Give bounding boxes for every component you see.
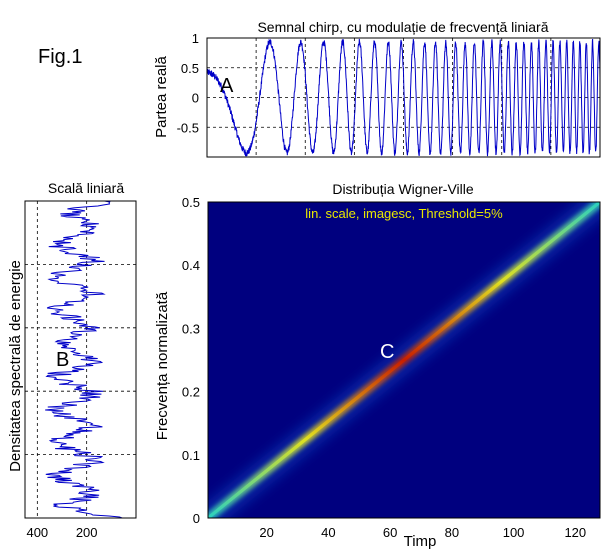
wigner-xticks: 20 40 60 80 100 120 — [259, 525, 586, 540]
signal-ytick-3: -0.5 — [177, 120, 199, 135]
spectrum-xtick-0: 400 — [26, 525, 48, 540]
wigner-xtick-5: 120 — [564, 525, 586, 540]
wigner-xlabel: Timp — [404, 533, 437, 550]
spectrum-line — [45, 201, 123, 518]
signal-ytick-2: 0 — [192, 91, 199, 106]
wigner-xtick-1: 40 — [321, 525, 335, 540]
wigner-frame — [207, 201, 601, 519]
signal-grid — [207, 38, 600, 157]
spectrum-annotation: B — [56, 349, 69, 371]
spectrum-panel: Scală liniară Densitatea spectrală de en… — [7, 180, 137, 540]
wigner-xtick-0: 20 — [259, 525, 273, 540]
wigner-ytick-0: 0 — [193, 511, 200, 526]
spectrum-xticks: 400 200 — [26, 525, 97, 540]
signal-ytick-1: 0.5 — [181, 61, 199, 76]
spectrum-title: Scală liniară — [48, 180, 124, 196]
wigner-xtick-4: 100 — [503, 525, 525, 540]
spectrum-ylabel: Densitatea spectrală de energie — [7, 260, 24, 472]
wigner-yticks: 0 0.1 0.2 0.3 0.4 0.5 — [182, 195, 200, 526]
signal-ytick-0: 1 — [192, 31, 199, 46]
wigner-ridge — [208, 202, 600, 518]
figure-label: Fig.1 — [38, 46, 82, 68]
wigner-ytick-4: 0.4 — [182, 258, 200, 273]
wigner-subtitle: lin. scale, imagesc, Threshold=5% — [305, 206, 503, 221]
wigner-xtick-3: 80 — [445, 525, 459, 540]
wigner-panel: Distribuția Wigner-Ville lin. scale, ima… — [154, 181, 601, 550]
signal-yticks: 1 0.5 0 -0.5 — [177, 31, 199, 135]
wigner-title: Distribuția Wigner-Ville — [332, 181, 474, 197]
wigner-ytick-2: 0.2 — [182, 385, 200, 400]
wigner-ylabel: Frecvența normalizată — [154, 291, 171, 440]
spectrum-grid — [25, 201, 136, 518]
signal-panel: Semnal chirp, cu modulație de frecvență … — [153, 19, 601, 158]
spectrum-frame — [24, 200, 137, 519]
spectrum-xtick-1: 200 — [76, 525, 98, 540]
signal-annotation: A — [220, 75, 234, 97]
wigner-annotation: C — [380, 341, 394, 363]
wigner-ytick-5: 0.5 — [182, 195, 200, 210]
signal-line — [207, 38, 600, 157]
wigner-ridge-core — [208, 202, 600, 518]
wigner-ytick-1: 0.1 — [182, 448, 200, 463]
signal-frame — [206, 37, 601, 158]
signal-ylabel: Partea reală — [153, 55, 170, 137]
signal-title: Semnal chirp, cu modulație de frecvență … — [257, 19, 548, 35]
wigner-xtick-2: 60 — [383, 525, 397, 540]
wigner-ytick-3: 0.3 — [182, 321, 200, 336]
